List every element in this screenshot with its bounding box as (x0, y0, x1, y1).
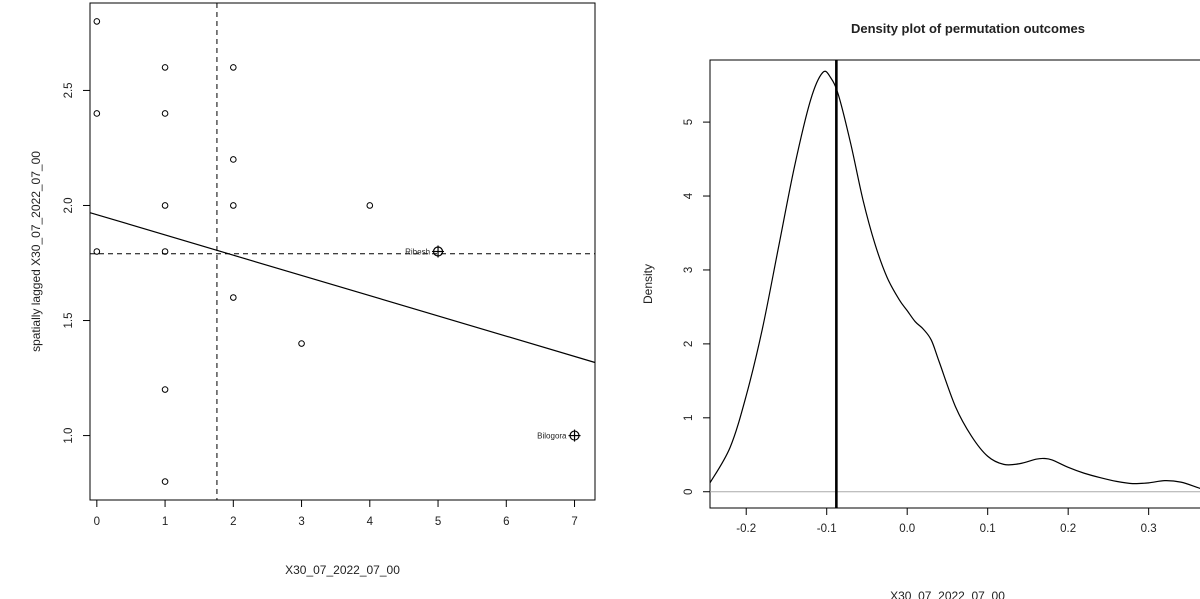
x-tick-label: 5 (435, 516, 441, 528)
x-tick-label: 7 (571, 516, 577, 528)
data-point (161, 64, 169, 71)
x-tick-label: 3 (298, 516, 304, 528)
density-curve (709, 70, 1200, 490)
y-axis-label: Density (641, 264, 655, 304)
data-point (230, 64, 237, 71)
data-point (298, 340, 305, 347)
x-tick-label: 2 (230, 516, 236, 528)
moran-scatterplot: 0 1 2 3 4 5 6 7 1.0 1.5 2.0 2.5 X30_07_2022_07_00 spa… (29, 2, 596, 577)
density-plot: Density plot of permutation outcomes -0.2… (641, 21, 1200, 599)
x-tick-label: 0 (94, 516, 100, 528)
data-point (93, 18, 101, 25)
y-axis-label: spatially lagged X30_07_2022_07_00 (29, 151, 43, 352)
x-tick-label: 1 (162, 516, 168, 528)
influential-point-label: Bilogora (537, 432, 567, 441)
y-tick-label: 1.5 (63, 313, 75, 329)
x-tick-label: 6 (503, 516, 509, 528)
plot-frame (709, 59, 1200, 509)
y-tick-label: 0 (683, 489, 695, 495)
y-tick-label: 5 (683, 119, 695, 125)
influential-point-label: Ribesh (405, 248, 430, 257)
data-point (93, 110, 101, 117)
x-tick-label: -0.2 (736, 523, 756, 535)
plot-frame (89, 2, 596, 501)
data-point (93, 248, 101, 255)
x-tick-label: 0.2 (1060, 523, 1076, 535)
x-tick-label: 0.3 (1141, 523, 1157, 535)
data-point (230, 156, 237, 163)
data-point (161, 386, 169, 393)
chart-title: Density plot of permutation outcomes (851, 21, 1085, 36)
y-tick-label: 1 (683, 415, 695, 421)
data-point (161, 202, 169, 209)
y-tick-label: 1.0 (63, 428, 75, 444)
y-tick-label: 2.5 (63, 82, 75, 98)
data-point (366, 202, 374, 209)
x-tick-label: -0.1 (817, 523, 837, 535)
x-tick-label: 4 (367, 516, 374, 528)
x-tick-label: 0.0 (899, 523, 915, 535)
y-tick-label: 3 (683, 267, 695, 273)
y-tick-label: 4 (683, 192, 695, 199)
y-tick-label: 2 (683, 341, 695, 347)
x-axis-label: X30_07_2022_07_00 (890, 589, 1005, 599)
data-point (161, 110, 169, 117)
x-axis-label: X30_07_2022_07_00 (285, 563, 400, 577)
data-point (161, 248, 169, 255)
data-point (230, 294, 237, 301)
y-tick-label: 2.0 (63, 197, 75, 213)
x-tick-label: 0.1 (980, 523, 996, 535)
regression-line (89, 212, 596, 364)
data-point (230, 202, 237, 209)
data-point (161, 478, 169, 485)
